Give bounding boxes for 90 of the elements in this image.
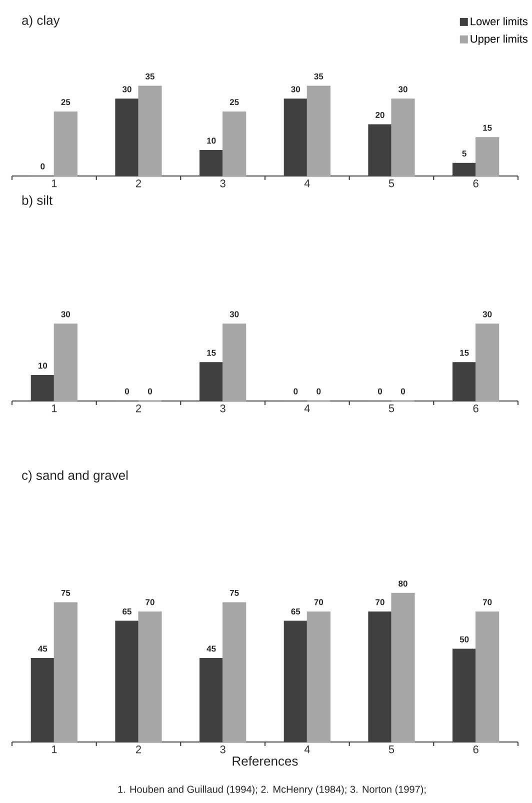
- data-label: 35: [145, 73, 154, 80]
- bar: [115, 620, 139, 742]
- bar: [284, 98, 308, 176]
- data-label: 10: [38, 362, 48, 369]
- data-label: 25: [230, 99, 239, 106]
- x-tick-label: 5: [388, 746, 394, 754]
- x-tick-label: 1: [52, 180, 57, 188]
- data-label: 30: [61, 311, 70, 318]
- data-label: 45: [206, 646, 216, 652]
- bar: [54, 111, 78, 176]
- x-tick-label: 2: [136, 746, 142, 754]
- bar: [222, 602, 246, 742]
- chart-title: b) silt: [22, 195, 52, 208]
- bar: [476, 324, 500, 402]
- data-label: 70: [146, 599, 154, 606]
- data-label: 30: [398, 86, 408, 92]
- data-label: 70: [314, 599, 324, 606]
- bar: [222, 111, 246, 176]
- chart-title: c) sand and gravel: [22, 470, 128, 482]
- bar: [138, 612, 162, 742]
- bar: [30, 375, 54, 402]
- bar: [452, 362, 476, 402]
- x-tick-label: 3: [220, 746, 226, 754]
- bar: [200, 362, 224, 402]
- bar: [138, 86, 162, 176]
- x-tick-label: 5: [388, 180, 394, 188]
- x-tick-label: 4: [304, 404, 310, 412]
- legend-label: Lower limits: [470, 17, 528, 26]
- data-label: 45: [38, 646, 48, 652]
- x-tick-label: 6: [473, 180, 478, 188]
- data-label: 15: [207, 350, 216, 356]
- data-label: 0: [294, 388, 298, 394]
- data-label: 0: [400, 388, 405, 394]
- x-tick-label: 2: [136, 404, 142, 412]
- x-tick-label: 3: [220, 404, 226, 412]
- bar: [284, 620, 308, 742]
- data-label: 10: [207, 138, 216, 144]
- data-label: 50: [460, 636, 469, 642]
- data-label: 0: [124, 388, 130, 394]
- x-tick-label: 1: [52, 746, 57, 754]
- x-tick-label: 4: [304, 746, 310, 754]
- data-label: 65: [122, 608, 132, 614]
- bar: [306, 86, 330, 176]
- data-label: 35: [314, 73, 324, 80]
- bar: [30, 658, 54, 742]
- data-label: 75: [230, 590, 239, 596]
- bar: [54, 324, 78, 402]
- bar: [200, 150, 224, 176]
- x-tick-label: 5: [388, 404, 394, 412]
- x-tick-label: 6: [473, 746, 478, 754]
- x-tick-label: 2: [136, 180, 142, 188]
- x-tick-label: 6: [473, 404, 478, 412]
- data-label: 70: [482, 599, 492, 606]
- data-label: 75: [61, 590, 70, 596]
- bar: [391, 592, 415, 742]
- data-label: 15: [483, 124, 492, 131]
- data-label: 65: [291, 608, 300, 614]
- bar: [306, 612, 330, 742]
- data-label: 70: [376, 599, 384, 606]
- bar: [452, 162, 476, 176]
- data-label: 0: [148, 388, 152, 394]
- x-tick-label: 3: [220, 180, 226, 188]
- bar: [368, 612, 392, 742]
- data-label: 25: [61, 99, 70, 106]
- data-label: 80: [398, 580, 408, 587]
- bar: [452, 648, 476, 742]
- data-label: 0: [40, 163, 45, 170]
- data-label: 30: [230, 311, 239, 318]
- data-label: 0: [378, 388, 382, 394]
- bar: [391, 98, 415, 176]
- chart-title: a) clay: [22, 15, 60, 28]
- data-label: 15: [460, 350, 469, 356]
- bar: [476, 137, 500, 176]
- data-label: 20: [376, 112, 384, 118]
- data-label: 30: [482, 311, 492, 318]
- bar: [115, 98, 139, 176]
- data-label: 0: [316, 388, 321, 394]
- text: 1. Houben and Guillaud (1994); 2. McHenry (1984); 3. Norton (1997);: [118, 786, 426, 795]
- x-tick-label: 4: [304, 180, 310, 188]
- bar: [368, 124, 392, 176]
- x-axis-title: References: [232, 756, 298, 766]
- bar: [222, 324, 246, 402]
- bar: [200, 658, 224, 742]
- bar: [476, 612, 500, 742]
- data-label: 30: [122, 86, 132, 92]
- data-label: 30: [291, 86, 300, 92]
- x-tick-label: 1: [52, 404, 57, 412]
- legend-label: Upper limits: [470, 34, 528, 45]
- bar: [54, 602, 78, 742]
- data-label: 5: [462, 150, 466, 157]
